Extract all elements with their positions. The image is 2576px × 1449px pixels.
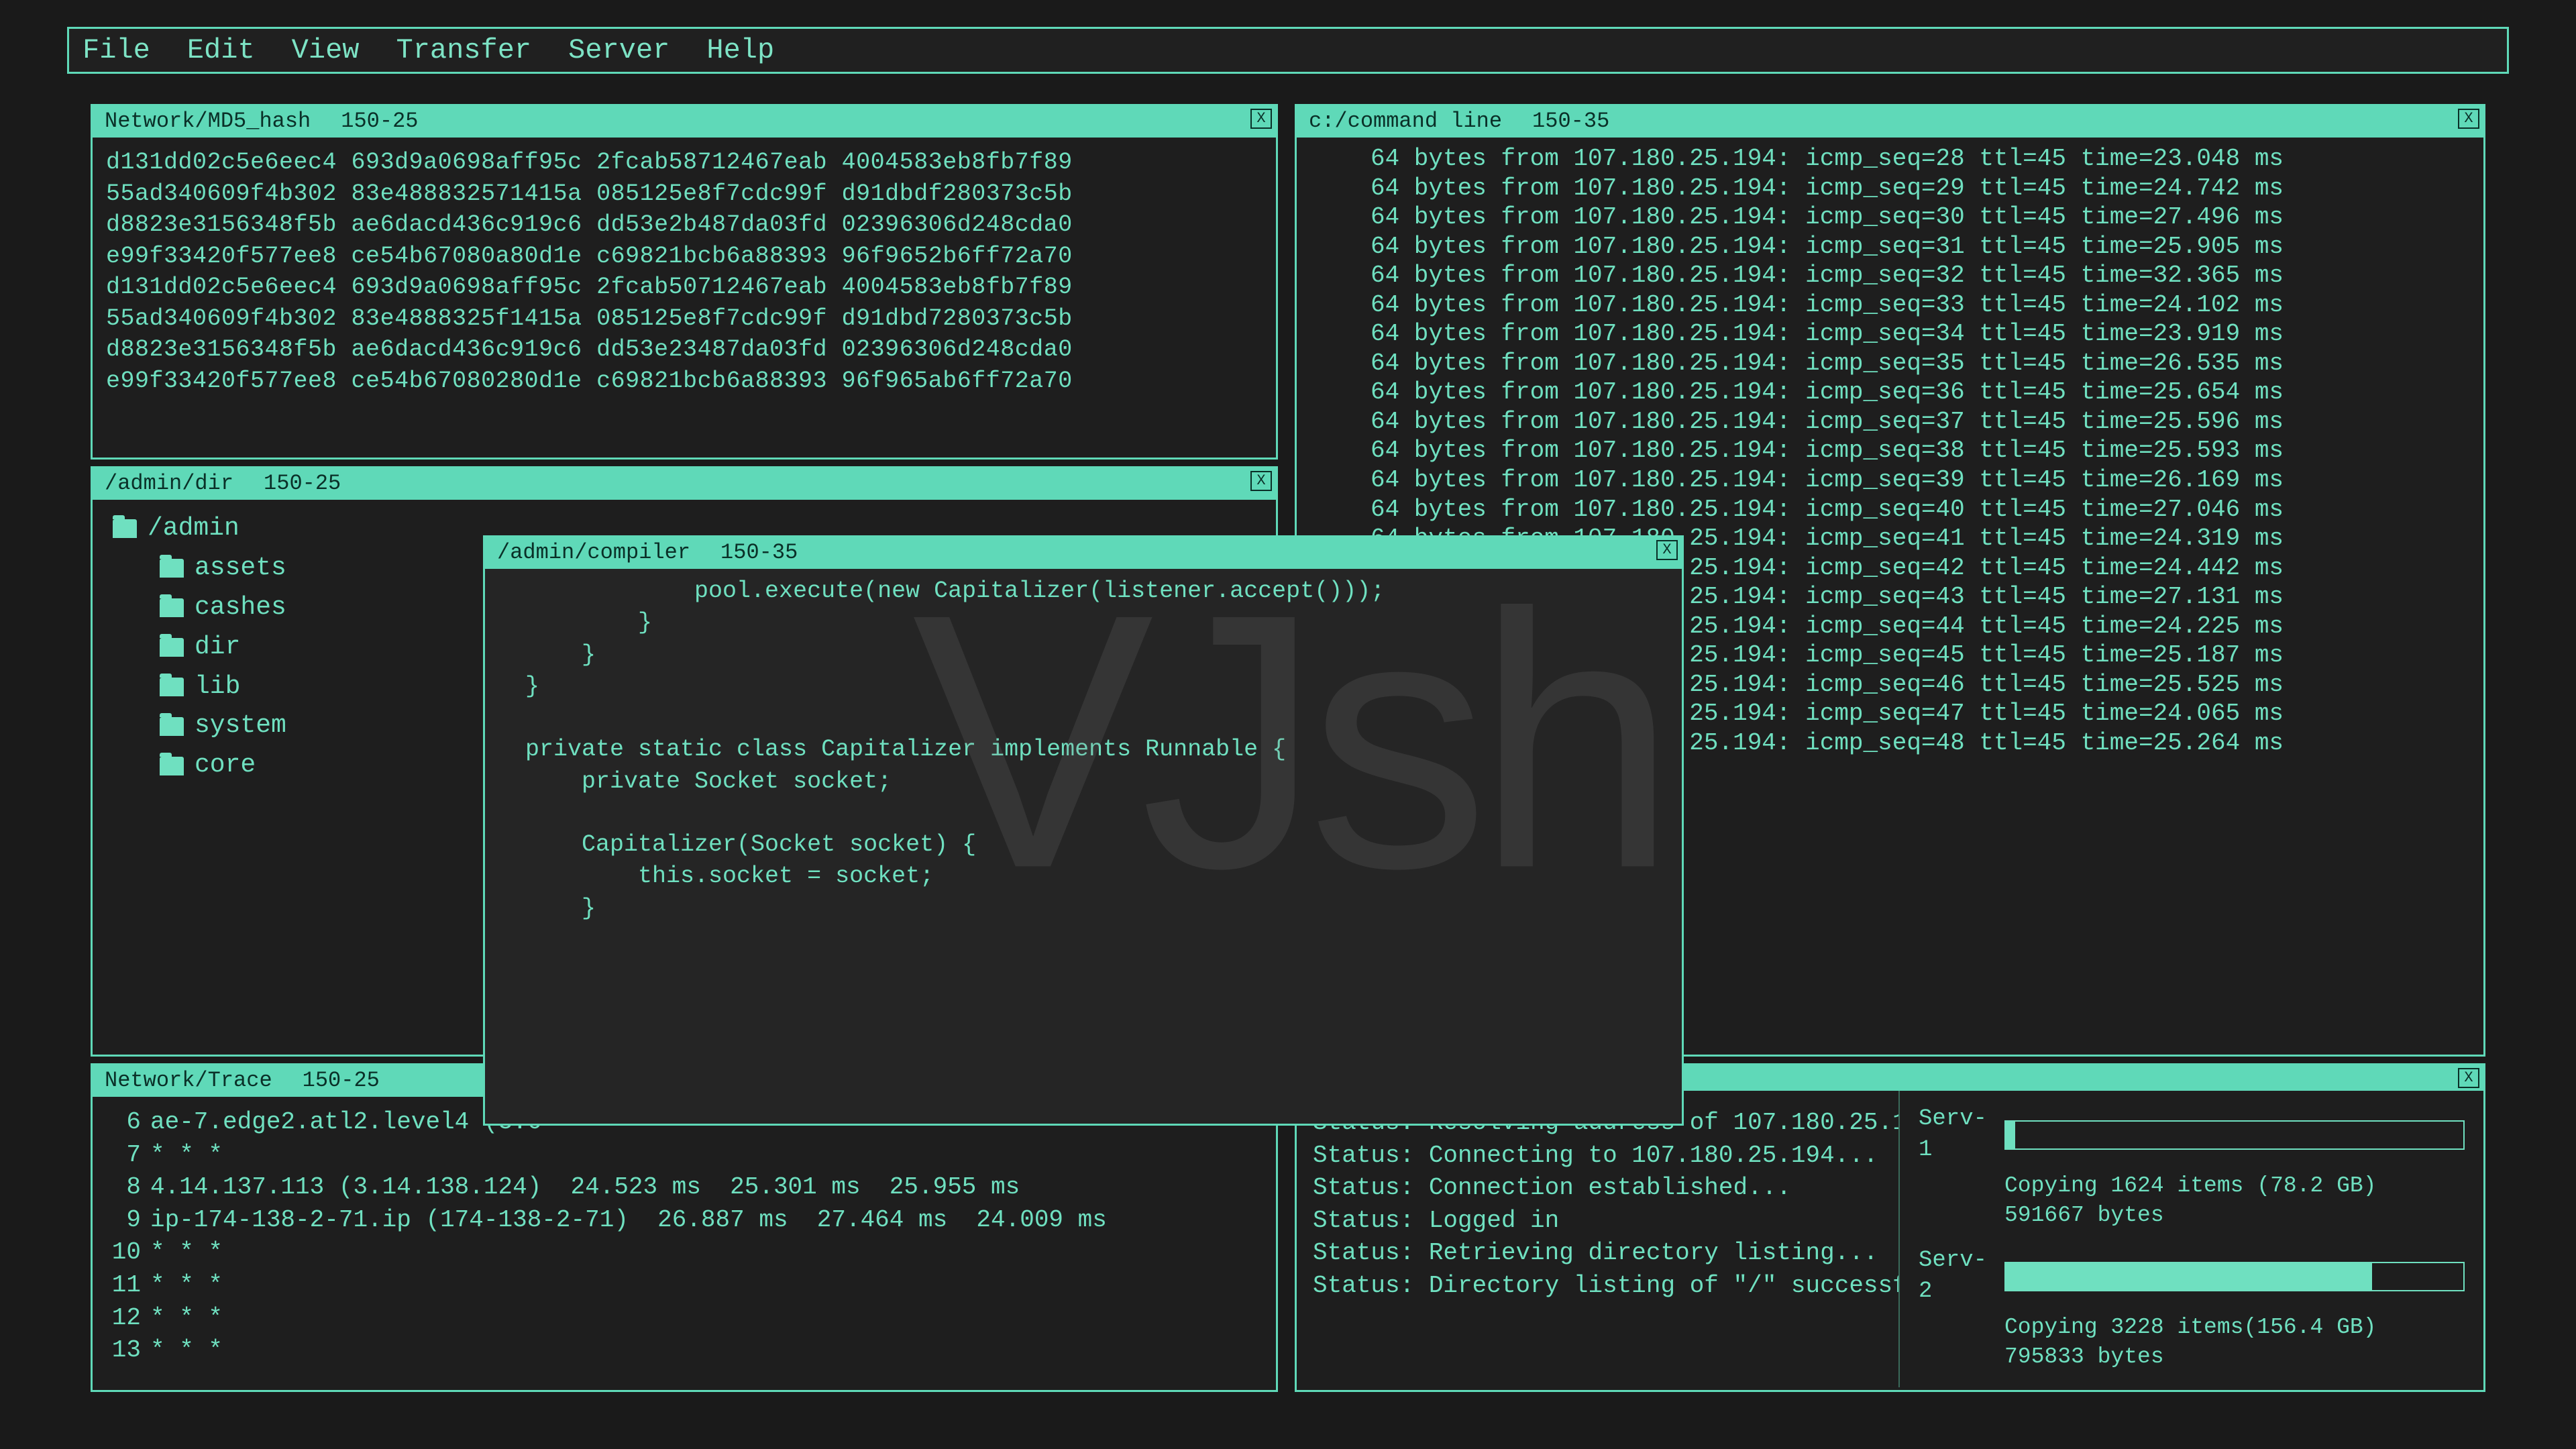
compiler-panel: /admin/compiler 150-35 X pool.execute(ne… bbox=[483, 535, 1684, 1126]
menubar: File Edit View Transfer Server Help bbox=[67, 27, 2509, 74]
menu-edit[interactable]: Edit bbox=[187, 34, 255, 66]
close-icon[interactable]: X bbox=[1250, 471, 1272, 491]
ping-line: 64 bytes from 107.180.25.194: icmp_seq=3… bbox=[1371, 261, 2470, 290]
progress-bar bbox=[2004, 1120, 2465, 1150]
status-line: Status: Connection established... bbox=[1313, 1172, 1885, 1205]
ping-line: 64 bytes from 107.180.25.194: icmp_seq=3… bbox=[1371, 203, 2470, 232]
close-icon[interactable]: X bbox=[1250, 109, 1272, 129]
folder-icon bbox=[160, 757, 184, 775]
folder-icon bbox=[160, 598, 184, 617]
trace-line: 11* * * bbox=[106, 1269, 1263, 1302]
ping-line: 64 bytes from 107.180.25.194: icmp_seq=3… bbox=[1371, 290, 2470, 320]
compiler-panel-header[interactable]: /admin/compiler 150-35 X bbox=[485, 537, 1682, 569]
trace-line: 7* * * bbox=[106, 1139, 1263, 1172]
server-row: Serv-1 bbox=[1919, 1104, 2465, 1166]
menu-server[interactable]: Server bbox=[568, 34, 669, 66]
menu-help[interactable]: Help bbox=[706, 34, 774, 66]
server-label: Serv-1 bbox=[1919, 1104, 1992, 1166]
trace-body: 6ae-7.edge2.atl2.level4 (3.67* * *84.14.… bbox=[93, 1097, 1276, 1377]
ping-line: 64 bytes from 107.180.25.194: icmp_seq=2… bbox=[1371, 174, 2470, 203]
folder-icon bbox=[160, 559, 184, 578]
status-body: Status: Resolving address of 107.180.25.… bbox=[1297, 1091, 1900, 1387]
ping-line: 64 bytes from 107.180.25.194: icmp_seq=3… bbox=[1371, 232, 2470, 262]
folder-icon bbox=[113, 519, 137, 538]
status-line: Status: Retrieving directory listing... bbox=[1313, 1237, 1885, 1270]
ping-line: 64 bytes from 107.180.25.194: icmp_seq=3… bbox=[1371, 378, 2470, 407]
copy-line: Copying 1624 items (78.2 GB)591667 bytes bbox=[2004, 1171, 2465, 1231]
ping-line: 64 bytes from 107.180.25.194: icmp_seq=3… bbox=[1371, 407, 2470, 437]
ping-line: 64 bytes from 107.180.25.194: icmp_seq=3… bbox=[1371, 436, 2470, 466]
close-icon[interactable]: X bbox=[1656, 540, 1678, 560]
status-line: Status: Connecting to 107.180.25.194... bbox=[1313, 1140, 1885, 1173]
ping-line: 64 bytes from 107.180.25.194: icmp_seq=3… bbox=[1371, 319, 2470, 349]
folder-icon bbox=[160, 717, 184, 736]
compiler-panel-title: /admin/compiler bbox=[497, 540, 690, 565]
status-line: Status: Logged in bbox=[1313, 1205, 1885, 1238]
compiler-body: pool.execute(new Capitalizer(listener.ac… bbox=[485, 569, 1682, 934]
server-row: Serv-2 bbox=[1919, 1246, 2465, 1307]
cmd-panel-header[interactable]: c:/command line 150-35 X bbox=[1297, 106, 2483, 138]
server-label: Serv-2 bbox=[1919, 1246, 1992, 1307]
compiler-panel-tag: 150-35 bbox=[720, 540, 798, 565]
hash-panel-title: Network/MD5_hash bbox=[105, 109, 311, 133]
ping-line: 64 bytes from 107.180.25.194: icmp_seq=3… bbox=[1371, 349, 2470, 378]
trace-line: 10* * * bbox=[106, 1236, 1263, 1269]
close-icon[interactable]: X bbox=[2458, 1068, 2479, 1088]
workspace: File Edit View Transfer Server Help Netw… bbox=[0, 0, 2576, 1449]
dir-panel-header[interactable]: /admin/dir 150-25 X bbox=[93, 468, 1276, 500]
trace-line: 9ip-174-138-2-71.ip (174-138-2-71) 26.88… bbox=[106, 1204, 1263, 1237]
menu-transfer[interactable]: Transfer bbox=[396, 34, 531, 66]
hash-panel: Network/MD5_hash 150-25 X d131dd02c5e6ee… bbox=[91, 104, 1278, 460]
trace-panel-title: Network/Trace bbox=[105, 1068, 272, 1093]
hash-body: d131dd02c5e6eec4 693d9a0698aff95c 2fcab5… bbox=[93, 138, 1276, 406]
ping-line: 64 bytes from 107.180.25.194: icmp_seq=2… bbox=[1371, 144, 2470, 174]
copy-line: Copying 3228 items(156.4 GB)795833 bytes bbox=[2004, 1313, 2465, 1373]
dir-panel-tag: 150-25 bbox=[264, 471, 341, 496]
file-body: Serv-1 Copying 1624 items (78.2 GB)59166… bbox=[1900, 1091, 2483, 1387]
trace-line: 13* * * bbox=[106, 1334, 1263, 1367]
menu-file[interactable]: File bbox=[83, 34, 150, 66]
close-icon[interactable]: X bbox=[2458, 109, 2479, 129]
folder-icon bbox=[160, 638, 184, 657]
hash-panel-tag: 150-25 bbox=[341, 109, 418, 133]
dir-panel-title: /admin/dir bbox=[105, 471, 233, 496]
ping-line: 64 bytes from 107.180.25.194: icmp_seq=3… bbox=[1371, 466, 2470, 495]
trace-line: 84.14.137.113 (3.14.138.124) 24.523 ms 2… bbox=[106, 1171, 1263, 1204]
cmd-panel-title: c:/command line bbox=[1309, 109, 1502, 133]
cmd-panel-tag: 150-35 bbox=[1532, 109, 1609, 133]
menu-view[interactable]: View bbox=[292, 34, 360, 66]
folder-icon bbox=[160, 678, 184, 696]
status-line: Status: Directory listing of "/" success… bbox=[1313, 1270, 1885, 1303]
progress-bar bbox=[2004, 1262, 2465, 1291]
trace-line: 12* * * bbox=[106, 1302, 1263, 1335]
hash-panel-header[interactable]: Network/MD5_hash 150-25 X bbox=[93, 106, 1276, 138]
trace-panel-tag: 150-25 bbox=[303, 1068, 380, 1093]
ping-line: 64 bytes from 107.180.25.194: icmp_seq=4… bbox=[1371, 495, 2470, 525]
